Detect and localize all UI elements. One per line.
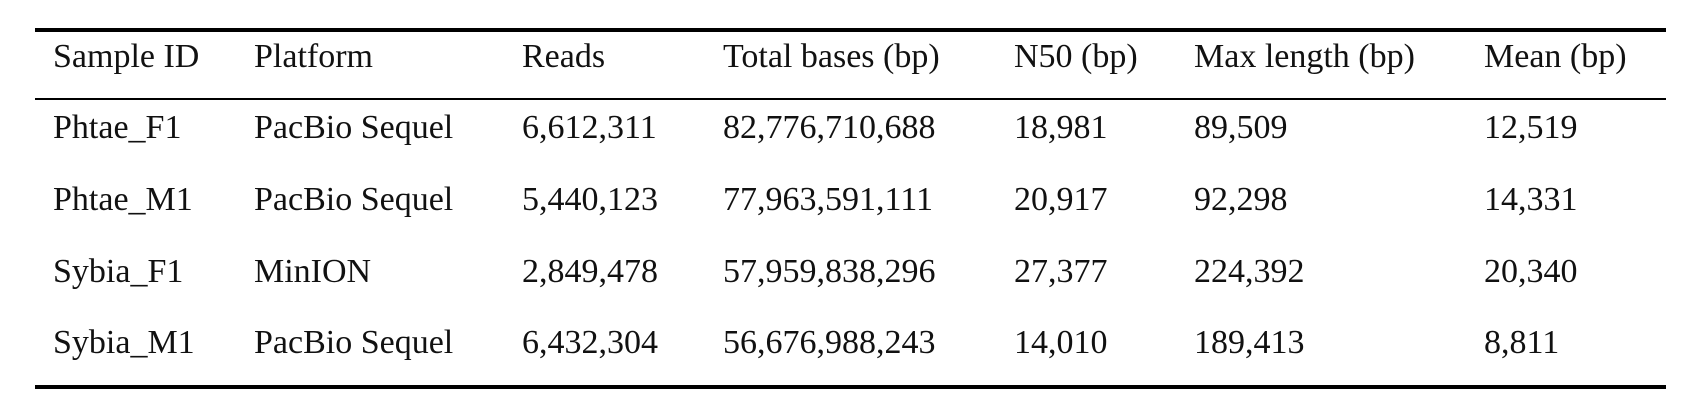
table-cell: 14,010 <box>1014 324 1108 361</box>
table-cell: 6,432,304 <box>522 324 658 361</box>
table-cell: 6,612,311 <box>522 109 657 146</box>
table-cell: Sybia_M1 <box>53 324 195 361</box>
table-cell: 18,981 <box>1014 109 1108 146</box>
table-cell: MinION <box>254 253 372 290</box>
table-cell: 56,676,988,243 <box>723 324 936 361</box>
header-cell: Mean (bp) <box>1484 38 1627 75</box>
table-cell: 92,298 <box>1194 181 1288 218</box>
header-rule <box>35 98 1666 100</box>
table-cell: Phtae_F1 <box>53 109 182 146</box>
table-cell: 27,377 <box>1014 253 1108 290</box>
table-cell: 224,392 <box>1194 253 1305 290</box>
header-cell: N50 (bp) <box>1014 38 1138 75</box>
table-cell: 12,519 <box>1484 109 1578 146</box>
table-cell: 8,811 <box>1484 324 1560 361</box>
header-cell: Sample ID <box>53 38 200 75</box>
table-cell: 20,340 <box>1484 253 1578 290</box>
header-cell: Reads <box>522 38 606 75</box>
header-cell: Platform <box>254 38 373 75</box>
header-cell: Total bases (bp) <box>723 38 940 75</box>
table-cell: 89,509 <box>1194 109 1288 146</box>
header-cell: Max length (bp) <box>1194 38 1415 75</box>
top-rule <box>35 28 1666 32</box>
table-cell: PacBio Sequel <box>254 324 454 361</box>
table-cell: PacBio Sequel <box>254 181 454 218</box>
table-cell: 20,917 <box>1014 181 1108 218</box>
table-cell: 77,963,591,111 <box>723 181 933 218</box>
table-cell: 2,849,478 <box>522 253 658 290</box>
table-cell: 14,331 <box>1484 181 1578 218</box>
table-cell: 5,440,123 <box>522 181 658 218</box>
table-cell: 57,959,838,296 <box>723 253 936 290</box>
table-cell: Sybia_F1 <box>53 253 184 290</box>
table-cell: Phtae_M1 <box>53 181 193 218</box>
table-cell: PacBio Sequel <box>254 109 454 146</box>
table-cell: 82,776,710,688 <box>723 109 936 146</box>
bottom-rule <box>35 385 1666 389</box>
table-cell: 189,413 <box>1194 324 1305 361</box>
